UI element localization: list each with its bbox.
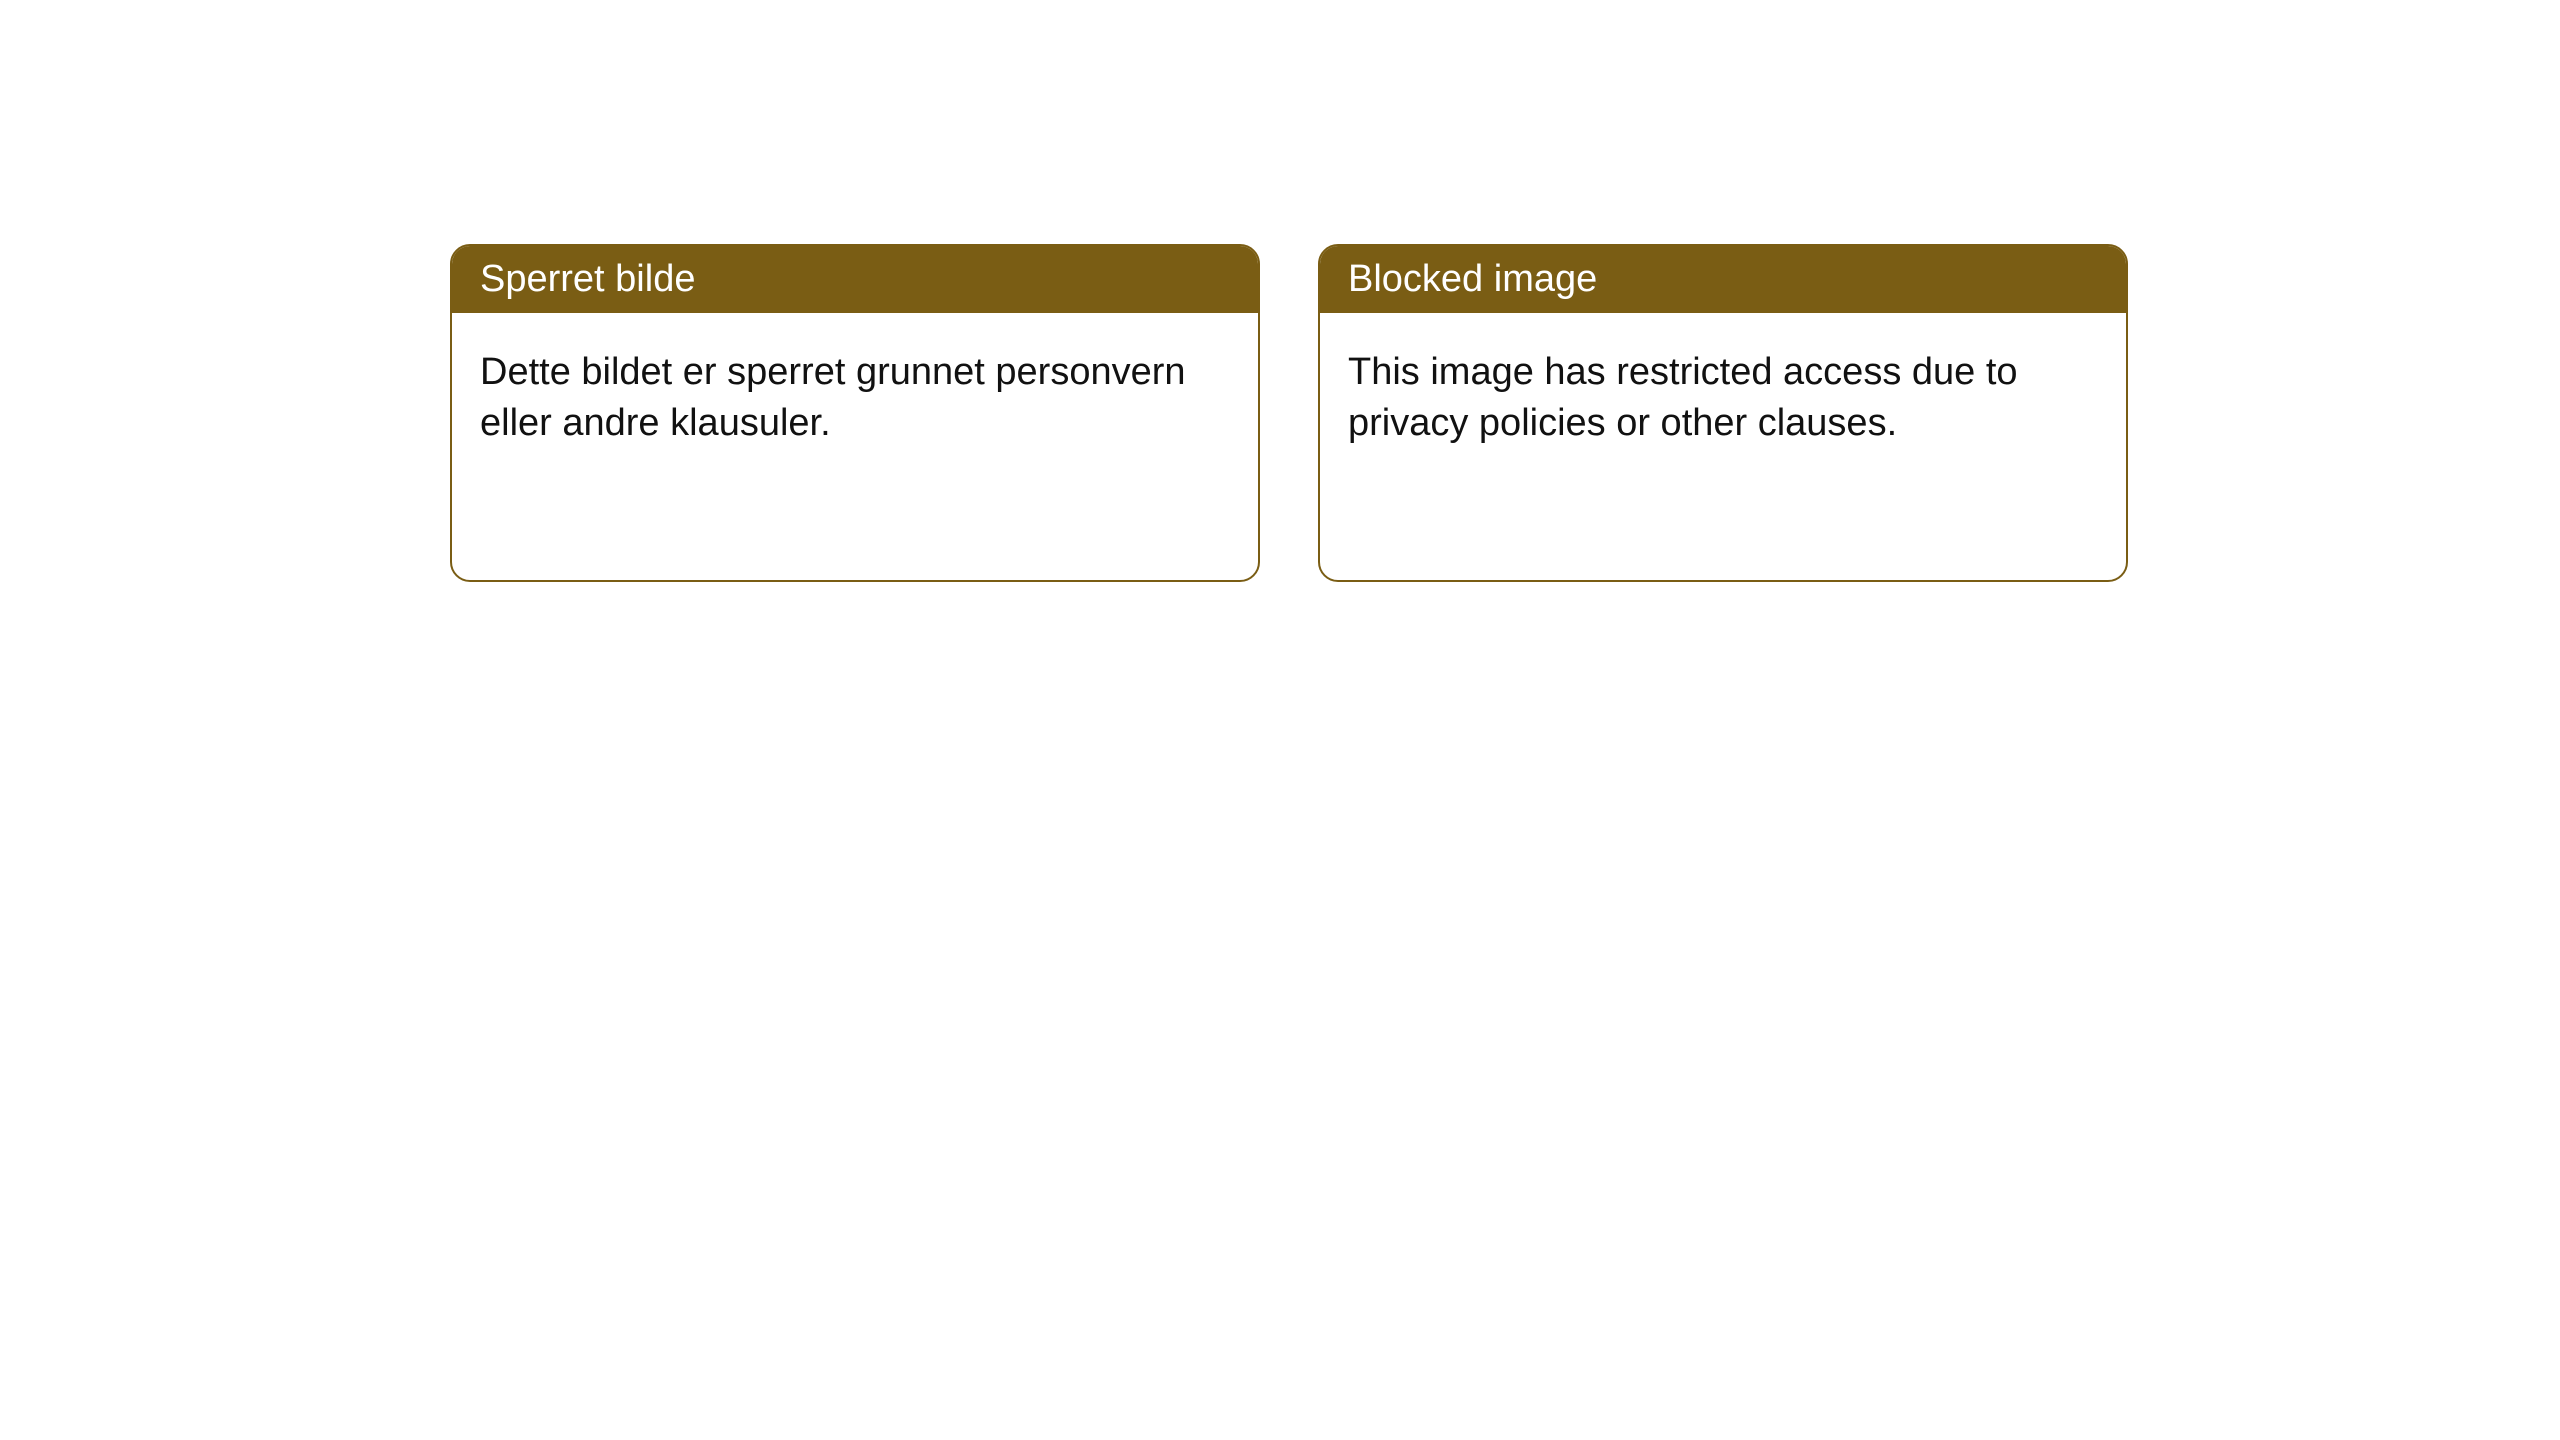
- card-header: Blocked image: [1320, 246, 2126, 313]
- notice-cards-container: Sperret bilde Dette bildet er sperret gr…: [0, 0, 2560, 582]
- card-body: This image has restricted access due to …: [1320, 313, 2126, 484]
- card-body-text: This image has restricted access due to …: [1348, 351, 2018, 444]
- card-header: Sperret bilde: [452, 246, 1258, 313]
- card-body-text: Dette bildet er sperret grunnet personve…: [480, 351, 1186, 444]
- blocked-image-card-en: Blocked image This image has restricted …: [1318, 244, 2128, 582]
- card-body: Dette bildet er sperret grunnet personve…: [452, 313, 1258, 484]
- blocked-image-card-no: Sperret bilde Dette bildet er sperret gr…: [450, 244, 1260, 582]
- card-title: Blocked image: [1348, 258, 1597, 300]
- card-title: Sperret bilde: [480, 258, 695, 300]
